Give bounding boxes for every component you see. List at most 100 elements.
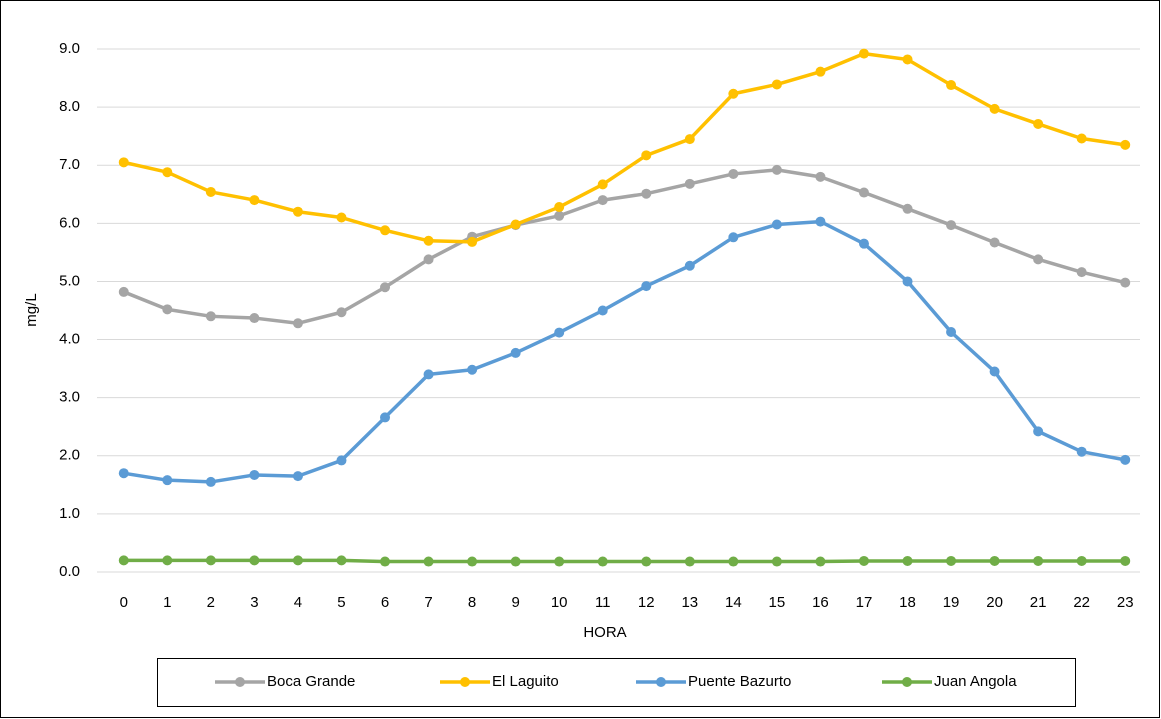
data-point [292,471,303,482]
legend-marker [656,677,666,687]
data-point [118,157,129,168]
x-tick-label: 18 [899,594,916,611]
x-tick-label: 14 [725,594,742,611]
y-tick-label: 6.0 [59,214,80,231]
data-point [467,556,478,567]
data-point [946,327,957,338]
data-point [771,219,782,230]
data-point [728,232,739,243]
data-point [292,206,303,217]
data-point [858,48,869,59]
x-tick-label: 0 [120,594,128,611]
y-tick-label: 7.0 [59,156,80,173]
data-point [1033,426,1044,437]
x-tick-label: 3 [250,594,258,611]
x-tick-label: 7 [424,594,432,611]
data-point [336,455,347,466]
x-tick-label: 23 [1117,594,1134,611]
x-tick-label: 9 [511,594,519,611]
y-tick-label: 2.0 [59,447,80,464]
data-point [336,555,347,566]
data-point [858,187,869,198]
x-tick-label: 16 [812,594,829,611]
data-point [162,475,173,486]
data-point [162,555,173,566]
y-tick-label: 4.0 [59,331,80,348]
data-point [858,238,869,249]
data-point [205,476,216,487]
data-point [946,80,957,91]
x-tick-label: 6 [381,594,389,611]
data-point [946,555,957,566]
x-tick-label: 15 [769,594,786,611]
data-point [597,556,608,567]
data-point [989,366,1000,377]
data-point [641,150,652,161]
data-point [902,276,913,287]
data-point [902,203,913,214]
x-tick-label: 1 [163,594,171,611]
y-axis-label: mg/L [23,293,40,326]
x-axis-label: HORA [583,624,626,641]
data-point [510,556,521,567]
x-tick-label: 19 [943,594,960,611]
data-point [423,235,434,246]
data-point [467,364,478,375]
data-point [771,164,782,175]
data-point [989,237,1000,248]
x-tick-label: 8 [468,594,476,611]
data-point [641,281,652,292]
data-point [162,304,173,315]
data-point [336,212,347,223]
data-point [423,369,434,380]
legend-label: Boca Grande [267,673,355,690]
data-point [467,236,478,247]
data-point [249,195,260,206]
data-point [292,555,303,566]
data-point [1076,555,1087,566]
y-tick-label: 0.0 [59,563,80,580]
data-point [336,307,347,318]
data-point [554,210,565,221]
data-point [380,556,391,567]
legend-label: El Laguito [492,673,559,690]
data-point [423,254,434,265]
data-point [1120,454,1131,465]
data-point [815,216,826,227]
data-point [205,311,216,322]
legend-marker [902,677,912,687]
data-point [554,202,565,213]
data-point [684,134,695,145]
y-tick-label: 8.0 [59,98,80,115]
data-point [249,313,260,324]
data-point [554,327,565,338]
data-point [162,167,173,178]
data-point [1120,555,1131,566]
x-tick-label: 2 [207,594,215,611]
data-point [118,286,129,297]
data-point [684,260,695,271]
data-point [423,556,434,567]
data-point [380,412,391,423]
legend-label: Puente Bazurto [688,673,791,690]
legend-label: Juan Angola [934,673,1017,690]
y-tick-label: 3.0 [59,389,80,406]
data-point [728,88,739,99]
x-tick-label: 11 [595,594,611,611]
data-point [380,282,391,293]
x-tick-label: 13 [681,594,698,611]
data-point [684,556,695,567]
data-point [771,556,782,567]
data-point [597,305,608,316]
data-point [510,347,521,358]
x-tick-label: 21 [1030,594,1047,611]
data-point [728,556,739,567]
data-point [1033,118,1044,129]
data-point [815,66,826,77]
legend-marker [460,677,470,687]
y-tick-label: 5.0 [59,272,80,289]
data-point [989,103,1000,114]
x-tick-label: 22 [1073,594,1090,611]
data-point [1033,254,1044,265]
